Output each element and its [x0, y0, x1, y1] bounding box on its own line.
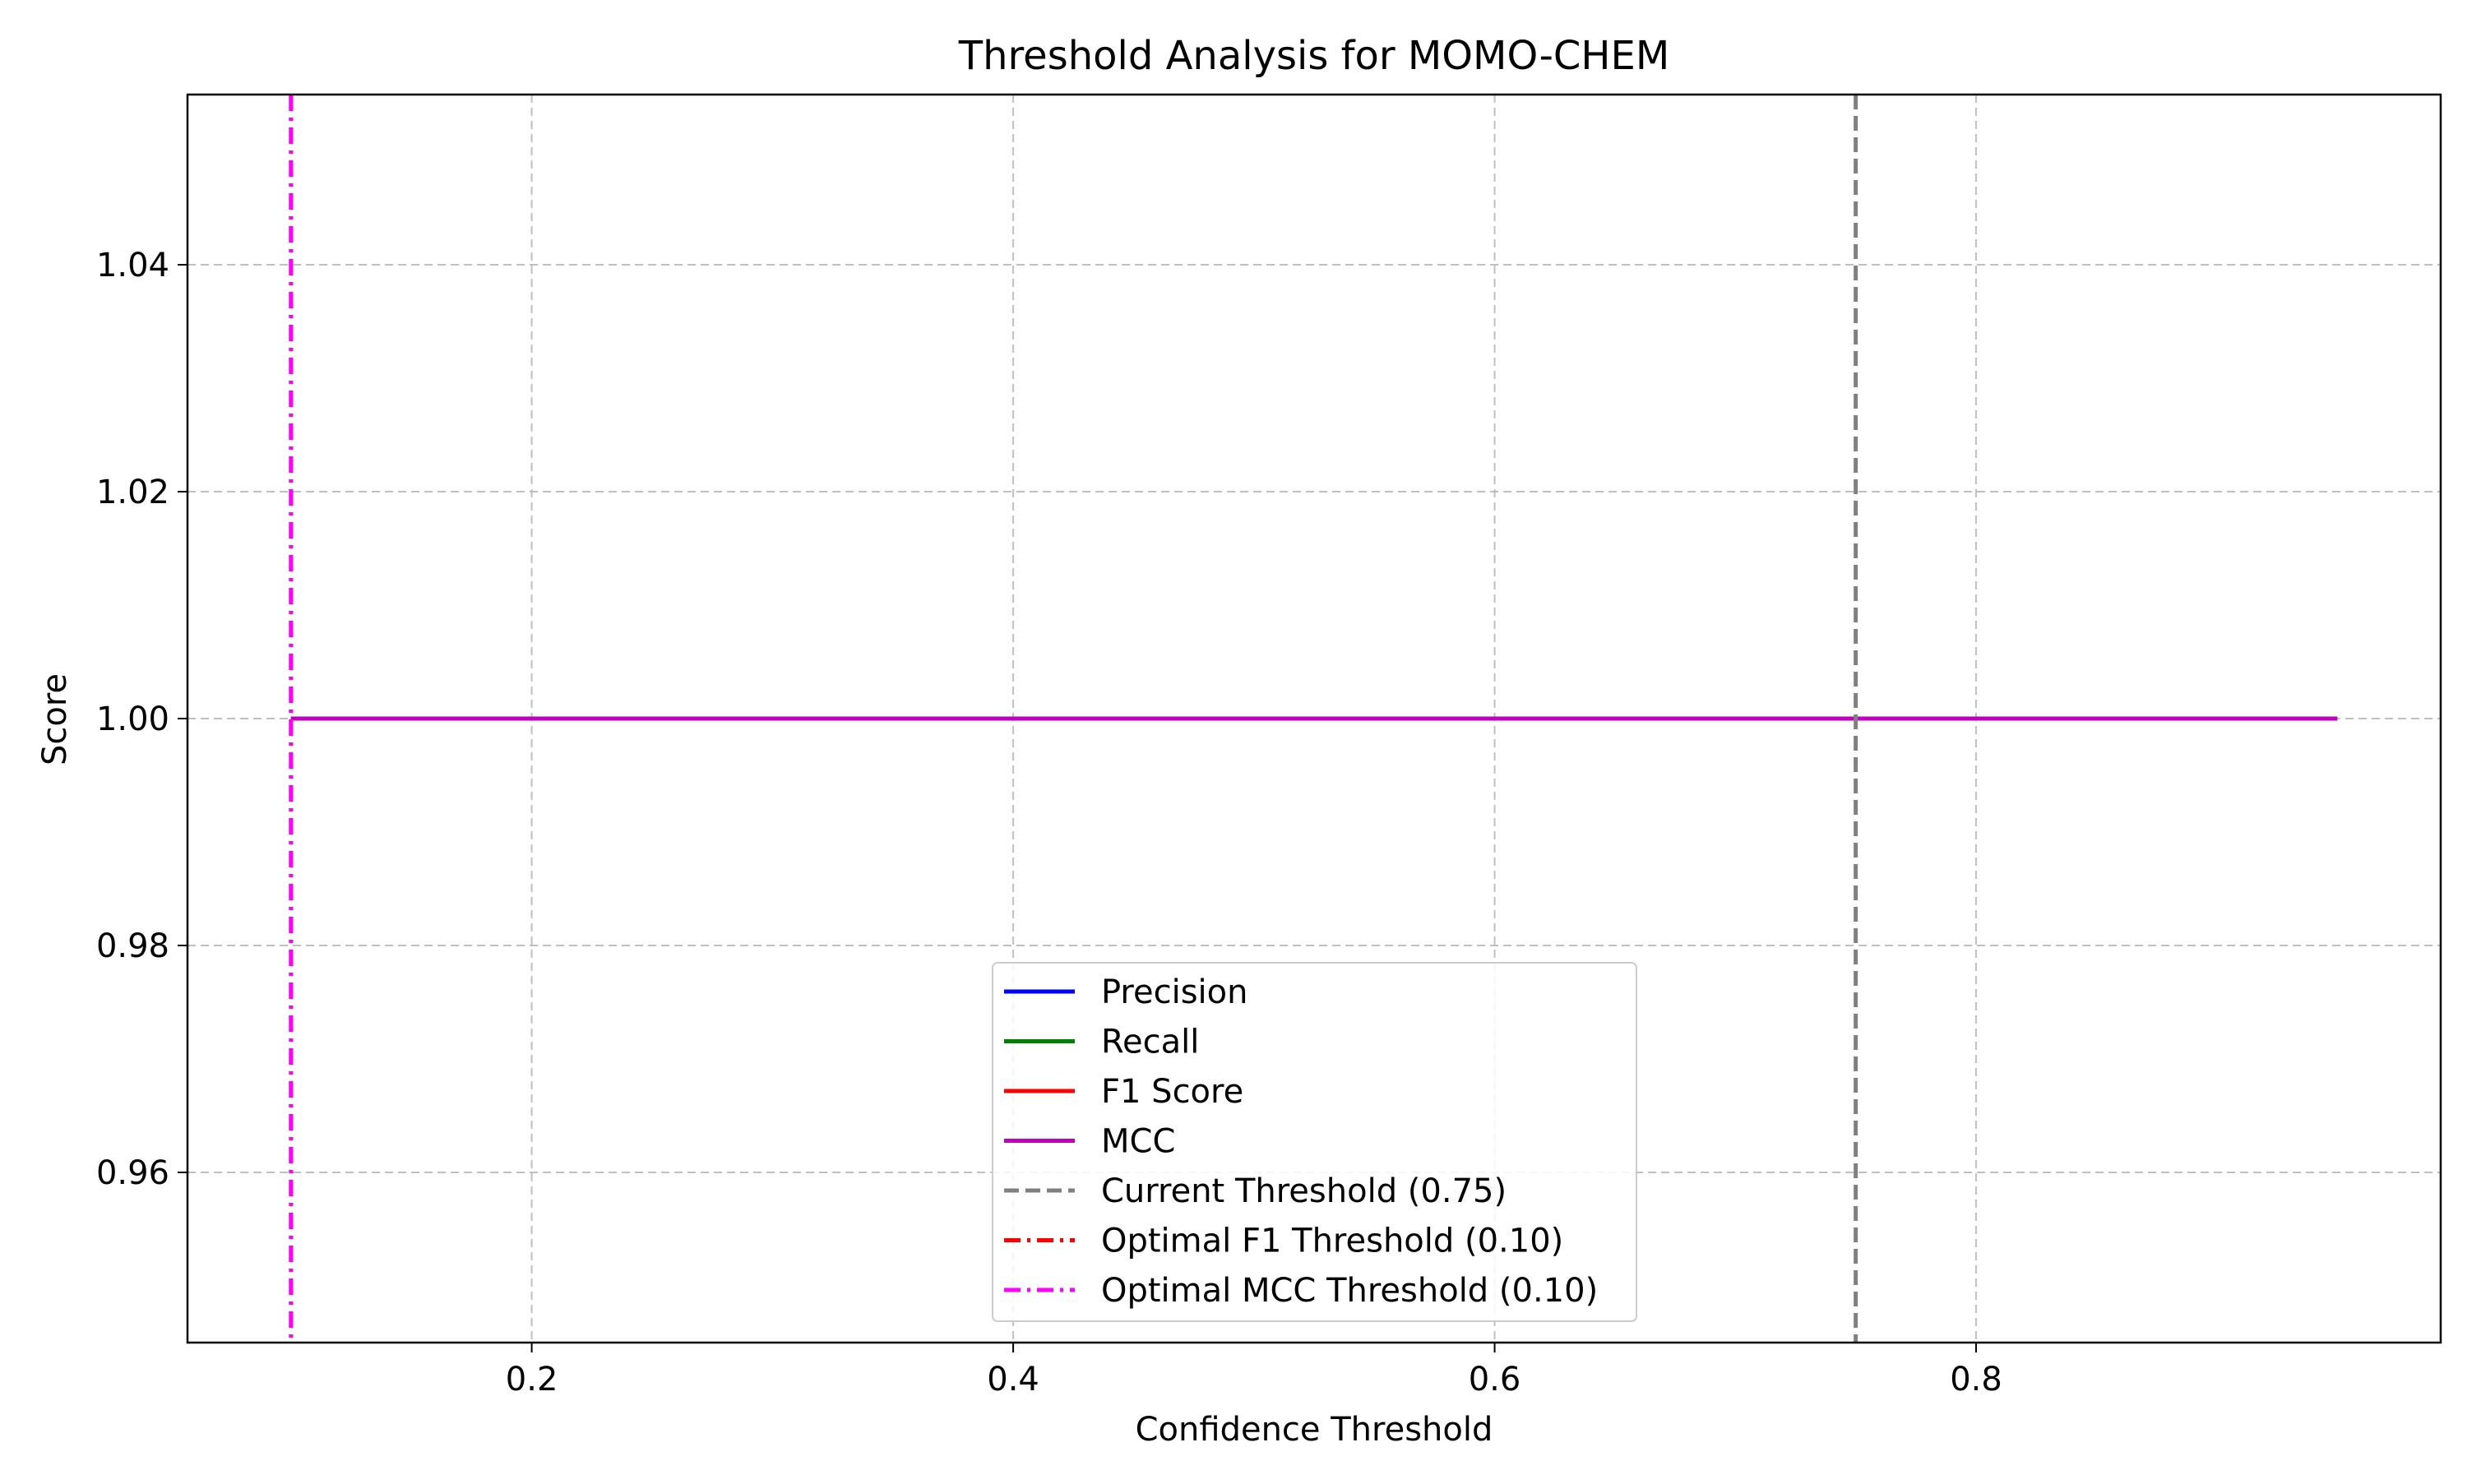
legend-label-optimal-f1-threshold-0-10: Optimal F1 Threshold (0.10) — [1101, 1223, 1563, 1260]
legend-label-current-threshold-0-75: Current Threshold (0.75) — [1101, 1172, 1507, 1210]
y-tick-label: 1.04 — [96, 247, 169, 284]
legend-label-mcc: MCC — [1101, 1123, 1175, 1161]
legend: Precision Recall F1 Score MCC Current Thresh… — [992, 962, 1637, 1322]
plot-area: 0.2 0.4 0.6 0.8 0.96 0.98 1.00 1.02 1.04 — [96, 93, 2442, 1398]
y-axis-label: Score — [36, 673, 74, 765]
legend-label-optimal-mcc-threshold-0-10: Optimal MCC Threshold (0.10) — [1101, 1272, 1598, 1310]
x-tick-label: 0.2 — [506, 1361, 558, 1398]
chart-title: Threshold Analysis for MOMO-CHEM — [958, 33, 1670, 79]
y-tick-label: 0.96 — [96, 1154, 169, 1192]
x-tick-label: 0.4 — [987, 1361, 1039, 1398]
x-axis-label: Confidence Threshold — [1136, 1411, 1493, 1449]
y-tick-label: 0.98 — [96, 927, 169, 965]
legend-frame — [992, 962, 1637, 1322]
legend-label-recall: Recall — [1101, 1024, 1199, 1061]
legend-label-f1-score: F1 Score — [1101, 1073, 1243, 1111]
y-tick-label: 1.02 — [96, 474, 169, 511]
legend-label-precision: Precision — [1101, 973, 1247, 1011]
y-tick-label: 1.00 — [96, 700, 169, 738]
x-tick-label: 0.6 — [1469, 1361, 1521, 1398]
x-tick-label: 0.8 — [1950, 1361, 2002, 1398]
